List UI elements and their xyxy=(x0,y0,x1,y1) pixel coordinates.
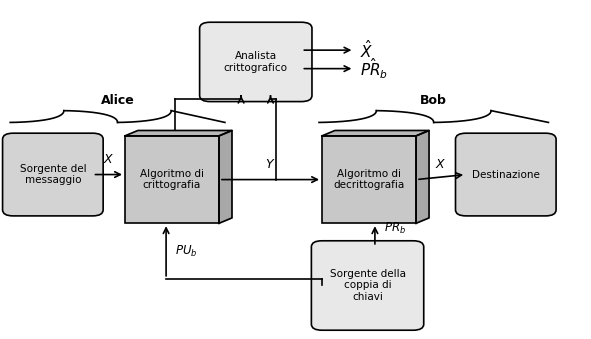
Text: $PU_b$: $PU_b$ xyxy=(175,243,197,259)
FancyBboxPatch shape xyxy=(2,133,103,216)
Text: Analista
crittografico: Analista crittografico xyxy=(224,51,288,73)
Text: Alice: Alice xyxy=(100,94,134,107)
Text: $X$: $X$ xyxy=(103,153,115,166)
Polygon shape xyxy=(125,131,232,136)
Text: $Y$: $Y$ xyxy=(265,158,276,171)
Text: Algoritmo di
crittografia: Algoritmo di crittografia xyxy=(140,169,204,191)
FancyBboxPatch shape xyxy=(311,241,424,330)
FancyBboxPatch shape xyxy=(322,136,416,223)
FancyBboxPatch shape xyxy=(456,133,556,216)
Text: Destinazione: Destinazione xyxy=(472,170,540,180)
FancyBboxPatch shape xyxy=(125,136,219,223)
Text: $X$: $X$ xyxy=(436,158,447,171)
Text: Sorgente della
coppia di
chiavi: Sorgente della coppia di chiavi xyxy=(330,269,405,302)
Polygon shape xyxy=(322,131,429,136)
Text: Bob: Bob xyxy=(420,94,447,107)
FancyBboxPatch shape xyxy=(200,22,312,102)
Text: $\hat{X}$: $\hat{X}$ xyxy=(360,39,374,61)
Text: $PR_b$: $PR_b$ xyxy=(384,221,406,236)
Text: Algoritmo di
decrittografia: Algoritmo di decrittografia xyxy=(333,169,405,191)
Polygon shape xyxy=(416,131,429,223)
Text: $\hat{PR}_b$: $\hat{PR}_b$ xyxy=(360,56,388,81)
Text: Sorgente del
messaggio: Sorgente del messaggio xyxy=(20,164,86,185)
Polygon shape xyxy=(219,131,232,223)
